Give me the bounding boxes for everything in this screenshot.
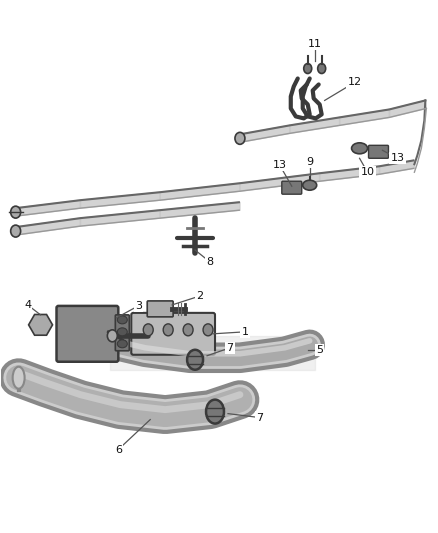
Polygon shape (339, 109, 389, 125)
Text: 6: 6 (115, 445, 122, 455)
Polygon shape (160, 183, 240, 200)
Polygon shape (379, 160, 414, 174)
FancyBboxPatch shape (115, 315, 129, 351)
Ellipse shape (117, 340, 127, 348)
Ellipse shape (203, 324, 213, 336)
Text: 3: 3 (135, 301, 142, 311)
Polygon shape (240, 173, 320, 191)
Polygon shape (16, 200, 81, 216)
FancyBboxPatch shape (131, 313, 215, 355)
Polygon shape (320, 166, 379, 181)
Ellipse shape (304, 63, 312, 74)
FancyBboxPatch shape (368, 146, 389, 158)
Ellipse shape (117, 328, 127, 336)
Ellipse shape (163, 324, 173, 336)
FancyBboxPatch shape (57, 306, 118, 362)
Text: 5: 5 (316, 345, 323, 355)
Polygon shape (81, 210, 160, 226)
FancyBboxPatch shape (282, 181, 302, 194)
Text: 7: 7 (256, 413, 263, 423)
Ellipse shape (352, 143, 367, 154)
Polygon shape (160, 202, 240, 218)
Ellipse shape (13, 367, 25, 389)
Ellipse shape (303, 180, 317, 190)
Ellipse shape (187, 350, 203, 370)
Text: 11: 11 (308, 38, 321, 49)
Text: 13: 13 (273, 160, 287, 170)
Polygon shape (81, 192, 160, 208)
Ellipse shape (318, 63, 326, 74)
Polygon shape (389, 100, 426, 117)
Text: 12: 12 (347, 77, 362, 87)
Ellipse shape (235, 132, 245, 144)
Text: 9: 9 (306, 157, 313, 167)
Polygon shape (16, 218, 81, 235)
Text: 1: 1 (241, 327, 248, 337)
FancyBboxPatch shape (147, 301, 173, 317)
Ellipse shape (107, 330, 117, 342)
Polygon shape (290, 117, 339, 133)
Ellipse shape (206, 400, 224, 424)
Text: 7: 7 (226, 343, 233, 353)
Ellipse shape (117, 316, 127, 324)
Text: 2: 2 (197, 291, 204, 301)
Ellipse shape (143, 324, 153, 336)
Ellipse shape (11, 225, 21, 237)
Ellipse shape (11, 206, 21, 218)
Text: 13: 13 (390, 154, 404, 163)
Text: 8: 8 (206, 257, 214, 267)
Ellipse shape (183, 324, 193, 336)
Text: 10: 10 (360, 167, 374, 177)
Text: 4: 4 (24, 300, 31, 310)
Polygon shape (240, 125, 290, 142)
